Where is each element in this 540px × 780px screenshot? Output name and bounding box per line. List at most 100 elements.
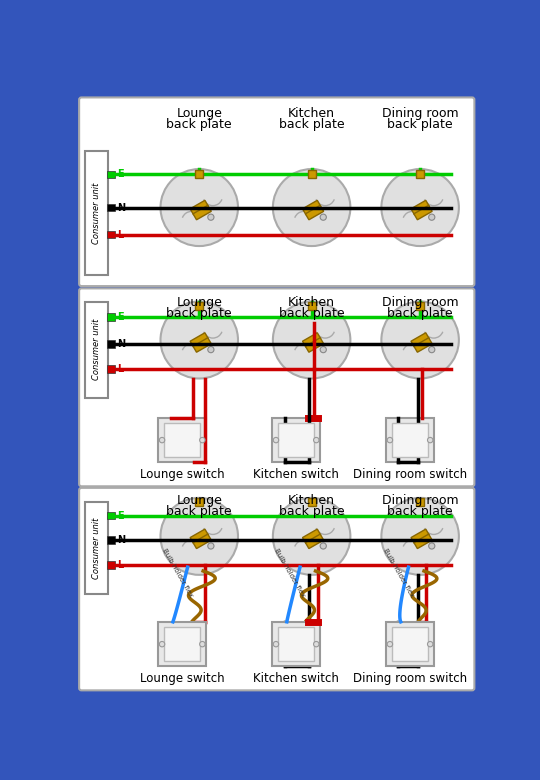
Circle shape	[273, 438, 279, 443]
FancyBboxPatch shape	[414, 534, 432, 548]
Text: L: L	[117, 560, 123, 570]
Text: Consumer unit: Consumer unit	[92, 517, 100, 579]
FancyBboxPatch shape	[306, 338, 323, 353]
FancyBboxPatch shape	[193, 534, 211, 548]
FancyBboxPatch shape	[107, 340, 115, 348]
Text: back plate: back plate	[279, 119, 345, 131]
Text: E: E	[117, 169, 124, 179]
Text: back plate: back plate	[166, 505, 232, 518]
Circle shape	[381, 498, 459, 575]
Text: Lounge switch: Lounge switch	[140, 468, 225, 480]
Text: Kitchen: Kitchen	[288, 296, 335, 309]
Circle shape	[314, 641, 319, 647]
Circle shape	[381, 302, 459, 378]
Text: Dining room switch: Dining room switch	[353, 672, 467, 685]
Circle shape	[429, 346, 435, 353]
FancyBboxPatch shape	[85, 502, 108, 594]
FancyBboxPatch shape	[272, 418, 320, 463]
FancyBboxPatch shape	[411, 529, 429, 544]
FancyBboxPatch shape	[193, 338, 211, 353]
FancyBboxPatch shape	[107, 231, 115, 239]
Text: N: N	[117, 535, 125, 545]
FancyBboxPatch shape	[107, 512, 115, 519]
Circle shape	[320, 346, 326, 353]
Text: Lounge switch: Lounge switch	[140, 672, 225, 685]
Text: Bulb holder flex: Bulb holder flex	[382, 548, 415, 599]
Circle shape	[208, 346, 214, 353]
FancyBboxPatch shape	[164, 424, 200, 457]
FancyBboxPatch shape	[107, 537, 115, 544]
Circle shape	[160, 169, 238, 246]
Text: back plate: back plate	[387, 505, 453, 518]
Text: N: N	[117, 203, 125, 213]
Text: Lounge: Lounge	[177, 494, 222, 507]
Text: E: E	[117, 511, 124, 520]
Circle shape	[429, 543, 435, 549]
FancyBboxPatch shape	[190, 529, 208, 544]
FancyBboxPatch shape	[190, 333, 208, 347]
FancyBboxPatch shape	[107, 561, 115, 569]
Text: Lounge: Lounge	[177, 108, 222, 120]
Text: Kitchen: Kitchen	[288, 108, 335, 120]
FancyBboxPatch shape	[414, 338, 432, 353]
FancyBboxPatch shape	[302, 333, 321, 347]
Circle shape	[387, 641, 393, 647]
Text: Bulb holder flex: Bulb holder flex	[161, 548, 194, 599]
Circle shape	[273, 302, 350, 378]
FancyBboxPatch shape	[411, 333, 429, 347]
Text: Kitchen switch: Kitchen switch	[253, 468, 339, 480]
Circle shape	[381, 169, 459, 246]
FancyBboxPatch shape	[85, 302, 108, 398]
Circle shape	[320, 214, 326, 220]
Circle shape	[273, 169, 350, 246]
FancyBboxPatch shape	[107, 204, 115, 211]
Text: back plate: back plate	[279, 505, 345, 518]
FancyBboxPatch shape	[411, 200, 429, 215]
FancyBboxPatch shape	[79, 488, 474, 690]
FancyBboxPatch shape	[107, 365, 115, 373]
Text: Lounge: Lounge	[177, 296, 222, 309]
Text: L: L	[117, 364, 123, 374]
Text: Kitchen: Kitchen	[288, 494, 335, 507]
Circle shape	[320, 543, 326, 549]
FancyBboxPatch shape	[79, 98, 474, 286]
Text: L: L	[117, 229, 123, 239]
FancyBboxPatch shape	[272, 622, 320, 666]
Text: back plate: back plate	[166, 119, 232, 131]
FancyBboxPatch shape	[302, 200, 321, 215]
Circle shape	[208, 214, 214, 220]
FancyBboxPatch shape	[107, 313, 115, 321]
FancyBboxPatch shape	[107, 171, 115, 179]
Text: Dining room: Dining room	[382, 494, 458, 507]
Text: back plate: back plate	[387, 119, 453, 131]
FancyBboxPatch shape	[79, 289, 474, 486]
Circle shape	[160, 302, 238, 378]
FancyBboxPatch shape	[158, 418, 206, 463]
Circle shape	[428, 438, 433, 443]
FancyBboxPatch shape	[306, 534, 323, 548]
FancyBboxPatch shape	[302, 529, 321, 544]
Text: back plate: back plate	[387, 307, 453, 320]
Text: N: N	[117, 339, 125, 349]
FancyBboxPatch shape	[164, 627, 200, 661]
FancyBboxPatch shape	[392, 627, 428, 661]
Circle shape	[273, 641, 279, 647]
FancyBboxPatch shape	[278, 424, 314, 457]
Text: Bulb holder flex: Bulb holder flex	[274, 548, 306, 599]
FancyBboxPatch shape	[85, 151, 108, 275]
Text: back plate: back plate	[279, 307, 345, 320]
FancyBboxPatch shape	[193, 205, 211, 220]
FancyBboxPatch shape	[158, 622, 206, 666]
Text: Dining room: Dining room	[382, 108, 458, 120]
Circle shape	[273, 498, 350, 575]
Circle shape	[208, 543, 214, 549]
FancyBboxPatch shape	[306, 205, 323, 220]
Circle shape	[160, 498, 238, 575]
FancyBboxPatch shape	[190, 200, 208, 215]
Text: E: E	[117, 312, 124, 322]
Circle shape	[428, 641, 433, 647]
FancyBboxPatch shape	[392, 424, 428, 457]
Circle shape	[200, 438, 205, 443]
Circle shape	[314, 438, 319, 443]
Text: Consumer unit: Consumer unit	[92, 183, 100, 243]
